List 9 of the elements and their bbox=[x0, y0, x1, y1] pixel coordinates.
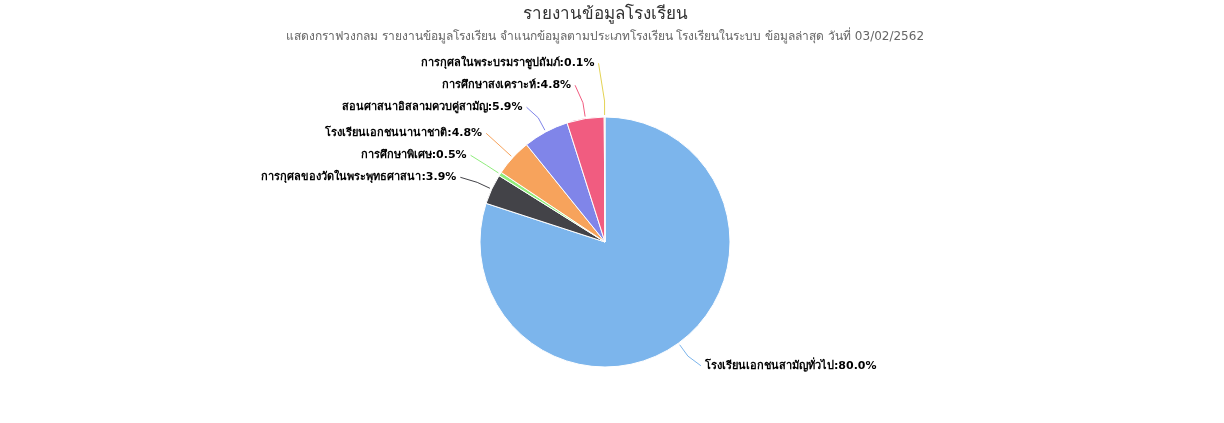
chart-subtitle: แสดงกราฟวงกลม รายงานข้อมูลโรงเรียน จำแนกข้อมูลตามประเภทโรงเรียน โรงเรียนในระบบ ข้อมูลล่าสุด วันที่ 03/02/2562 bbox=[285, 27, 925, 44]
slice-label: สอนศาสนาอิสลามควบคู่สามัญ:5.9% bbox=[341, 100, 523, 115]
slice-label: การศึกษาพิเศษ:0.5% bbox=[360, 148, 467, 162]
slice-label: โรงเรียนเอกชนสามัญทั่วไป:80.0% bbox=[703, 356, 877, 372]
slice-label: การกุศลในพระบรมราชูปถัมภ์:0.1% bbox=[420, 55, 595, 71]
slice-label: โรงเรียนเอกชนนานาชาติ:4.8% bbox=[324, 125, 483, 140]
slice-label: การศึกษาสงเคราะห์:4.8% bbox=[442, 78, 572, 92]
slice-label: การกุศลของวัดในพระพุทธศาสนา:3.9% bbox=[261, 169, 457, 185]
chart-title: รายงานข้อมูลโรงเรียน bbox=[522, 3, 688, 24]
